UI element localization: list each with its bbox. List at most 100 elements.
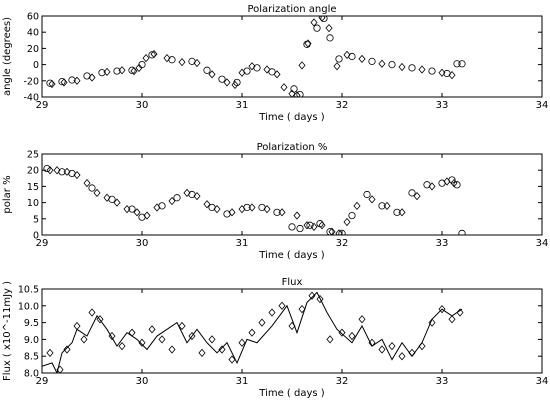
polar-circle-point [188, 190, 196, 199]
angle-circle-point [303, 40, 311, 48]
angle-circle-point [188, 57, 196, 65]
angle-circle-point [320, 16, 328, 23]
flux-diamond-point [96, 315, 104, 324]
flux-diamond-point [368, 338, 376, 347]
polar-circle-point [306, 221, 314, 229]
polar-circle-point [316, 220, 324, 228]
polar-x-tick-label: 34 [536, 238, 549, 249]
angle-diamond-point [178, 58, 186, 67]
flux-panel: Flux 29 30 31 32 33 34 8.0 8.5 9.0 9.5 10.0 10.5 Time… [2, 277, 548, 399]
polar-diamond-point [83, 179, 91, 188]
flux-diamond-point [308, 291, 316, 300]
angle-diamond-point [378, 59, 386, 68]
polar-circle-point [458, 229, 466, 235]
angle-diamond-point [310, 18, 318, 27]
flux-x-tick-label: 34 [536, 376, 549, 387]
flux-diamond-point [418, 342, 426, 351]
polar-circle-point [363, 190, 371, 199]
flux-x-tick-label: 31 [236, 376, 249, 387]
angle-diamond-point [223, 78, 231, 87]
angle-circle-point [128, 66, 136, 74]
flux-diamond-point [168, 345, 176, 354]
angle-diamond-point [398, 62, 406, 72]
angle-circle-point [46, 79, 54, 87]
polar-diamond-point [103, 193, 111, 202]
polar-circle-point [128, 205, 136, 213]
angle-circle-point [443, 69, 451, 78]
polar-circle-point [208, 203, 216, 212]
angle-y-label: angle (degrees) [2, 17, 13, 96]
flux-diamond-point [188, 331, 196, 341]
polar-x-tick-label: 30 [136, 238, 149, 249]
polar-diamond-point [143, 211, 151, 220]
polar-circle-point [378, 202, 386, 210]
angle-circle-point [58, 78, 66, 86]
angle-diamond-point [163, 54, 171, 63]
flux-y-tick-label: 10.0 [18, 301, 39, 312]
angle-circle-point [408, 64, 416, 72]
flux-diamond-point [408, 348, 416, 357]
angle-diamond-point [60, 78, 68, 87]
angle-circle-point [453, 60, 461, 68]
polar-diamond-point [168, 196, 176, 206]
angle-circle-point [83, 72, 91, 80]
angle-diamond-point [130, 66, 138, 76]
polar-y-tick-label: 5 [33, 214, 39, 225]
flux-diamond-point [388, 342, 396, 351]
angle-diamond-point [343, 50, 351, 59]
angle-circle-point [326, 34, 334, 42]
polar-circle-point [326, 228, 334, 235]
flux-y-tick-label: 9.0 [24, 335, 39, 346]
angle-circle-point [428, 67, 436, 75]
angle-circle-point [368, 57, 376, 65]
angle-diamond-point [248, 62, 256, 71]
flux-x-tick-label: 33 [436, 376, 449, 387]
flux-diamond-point [228, 355, 236, 364]
angle-x-tick-label: 29 [36, 100, 49, 111]
angle-circle-point [148, 51, 156, 59]
flux-diamond-point [326, 335, 334, 344]
flux-title: Flux [282, 277, 303, 288]
flux-diamond-point [248, 328, 256, 337]
polar-circle-point [348, 211, 356, 220]
polar-x-tick-label: 33 [436, 238, 449, 249]
angle-axes-frame [41, 15, 543, 98]
flux-diamond-point [258, 318, 266, 327]
polar-circle-point [43, 164, 51, 173]
angle-circle-point [218, 75, 226, 83]
angle-diamond-point [208, 70, 216, 79]
polar-diamond-point [368, 195, 376, 204]
angle-diamond-point [288, 89, 296, 97]
flux-y-label: Flux ( x10^-11mJy ) [2, 281, 13, 381]
flux-y-tick-label: 9.5 [24, 318, 39, 329]
polar-circle-point [58, 168, 66, 176]
angle-circle-point [113, 67, 121, 75]
polar-diamond-point [335, 229, 343, 235]
polar-y-tick-label: 20 [27, 166, 39, 177]
angle-diamond-point [293, 91, 301, 97]
angle-diamond-point [48, 79, 56, 89]
polar-data [43, 164, 466, 235]
flux-diamond-point [438, 305, 446, 314]
polar-circle-point [296, 224, 304, 233]
polar-circle-point [288, 223, 296, 231]
flux-diamond-point [298, 305, 306, 314]
polar-y-tick-label: 0 [33, 231, 39, 242]
flux-diamond-point [178, 321, 186, 331]
polar-circle-point [453, 181, 461, 189]
polar-y-label: polar % [2, 175, 13, 213]
polar-x-tick-label: 29 [36, 238, 49, 249]
angle-circle-point [233, 78, 241, 87]
polar-diamond-point [303, 221, 311, 230]
flux-diamond-point [108, 331, 116, 341]
angle-diamond-point [418, 65, 426, 74]
angle-y-tick-label: 0 [33, 60, 39, 71]
polar-circle-point [438, 179, 446, 187]
flux-y-tick-label: 8.0 [24, 369, 39, 380]
angle-diamond-point [280, 83, 288, 92]
polar-circle-point [423, 181, 431, 189]
angle-circle-point [98, 69, 106, 77]
flux-data [42, 291, 464, 373]
angle-data [46, 16, 466, 97]
